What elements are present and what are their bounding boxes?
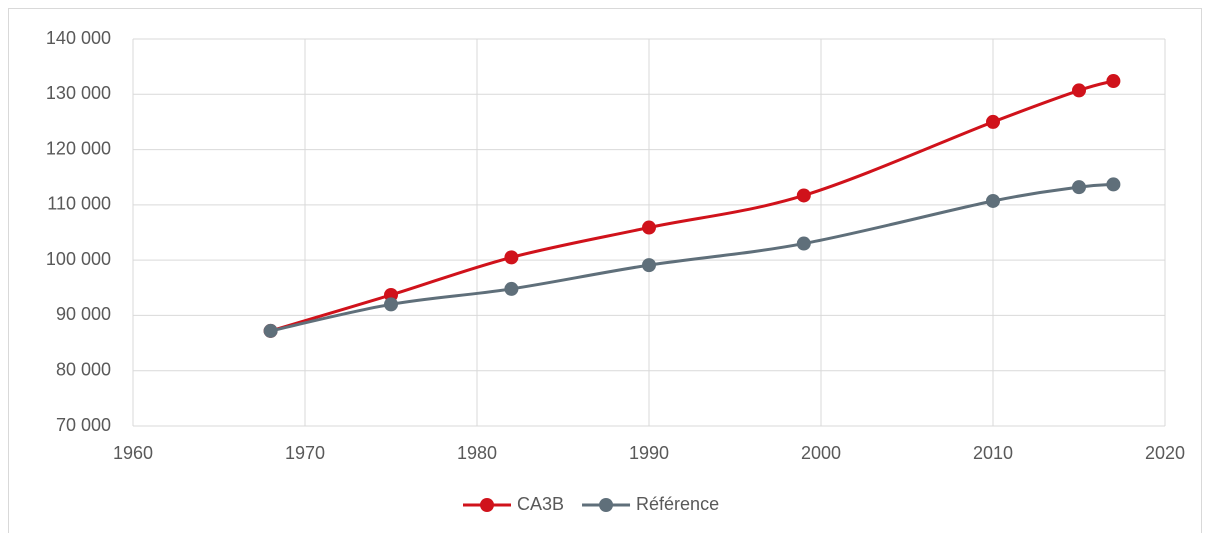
line <box>270 182 1114 333</box>
y-tick-label: 90 000 <box>56 304 111 324</box>
y-tick-label: 140 000 <box>46 28 111 48</box>
marker <box>263 323 278 338</box>
marker <box>384 297 398 312</box>
x-tick-label: 2020 <box>1145 443 1185 463</box>
x-tick-label: 2000 <box>801 443 841 463</box>
marker <box>986 193 1000 208</box>
chart-border <box>8 8 1202 533</box>
y-tick-label: 70 000 <box>56 415 111 435</box>
legend-marker <box>480 498 494 512</box>
legend-label: Référence <box>636 494 719 514</box>
marker <box>642 258 656 273</box>
legend-label: CA3B <box>517 494 564 514</box>
x-tick-label: 2010 <box>973 443 1013 463</box>
marker <box>1106 74 1121 89</box>
x-tick-label: 1990 <box>629 443 669 463</box>
x-tick-label: 1980 <box>457 443 497 463</box>
marker <box>1106 177 1121 192</box>
y-tick-label: 80 000 <box>56 359 111 379</box>
marker <box>1072 180 1086 195</box>
marker <box>986 114 1000 129</box>
marker <box>1072 83 1086 98</box>
y-tick-label: 110 000 <box>47 194 111 214</box>
marker <box>796 188 811 203</box>
y-tick-label: 120 000 <box>46 138 111 158</box>
x-tick-label: 1960 <box>113 443 153 463</box>
y-tick-label: 130 000 <box>46 83 111 103</box>
marker <box>504 250 519 265</box>
y-tick-label: 100 000 <box>46 249 111 269</box>
marker <box>796 236 811 251</box>
legend-marker <box>599 498 614 512</box>
marker <box>504 281 519 296</box>
line <box>270 79 1114 333</box>
x-tick-label: 1970 <box>285 443 325 463</box>
marker <box>642 220 656 235</box>
